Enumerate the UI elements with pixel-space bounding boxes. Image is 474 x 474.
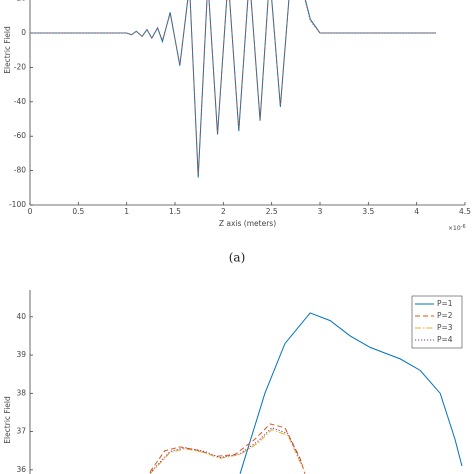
series-line [30, 0, 436, 175]
y-tick-label: 36 [16, 465, 26, 474]
x-tick-label: 0 [28, 207, 33, 216]
x-tick-label: 0.5 [72, 207, 84, 216]
y-tick-label: 38 [16, 388, 26, 397]
x-tick-label: 4.5 [459, 207, 471, 216]
y-tick-label: -60 [14, 131, 26, 140]
series-line [239, 312, 463, 474]
y-tick-label: 0 [21, 28, 26, 37]
y-axis-label: Electric Field [3, 396, 12, 444]
y-tick-label: 37 [16, 427, 26, 436]
y-tick-label: 40 [16, 312, 26, 321]
legend: P=1 P=2 P=3 P=4 [411, 295, 463, 349]
y-tick-label: -20 [14, 62, 26, 71]
x-tick-label: 3 [318, 207, 323, 216]
legend-label: P=1 [437, 299, 453, 308]
x-axis-label: Z axis (meters) [219, 219, 276, 228]
y-axis-label: Electric Field [3, 26, 12, 74]
legend-label: P=4 [437, 335, 453, 344]
y-tick-label: -40 [14, 97, 26, 106]
plot: 36 37 38 39 40 Electric Field P=1 P=2 P=3 P=4 [3, 290, 463, 474]
legend-label: P=3 [437, 323, 453, 332]
plot: -100 -80 -60 -40 -20 0 20 0 0.5 1 1.5 2 2.5 3 3.5 4 4.5 Z… [3, 0, 471, 228]
series-line [30, 0, 436, 178]
caption: (a) [229, 251, 246, 265]
y-tick-label: -80 [14, 166, 26, 175]
exponent-power: -6 [461, 224, 466, 230]
y-tick-label: -100 [9, 200, 26, 209]
exponent-base: ×10 [448, 225, 461, 232]
legend-label: P=2 [437, 311, 453, 320]
x-exponent: ×10-6 [448, 224, 466, 232]
series-line [149, 429, 303, 474]
x-tick-label: 1.5 [169, 207, 181, 216]
legend-box [411, 295, 463, 349]
x-tick-label: 2.5 [266, 207, 278, 216]
y-tick-label: 39 [16, 350, 26, 359]
x-tick-label: 3.5 [362, 207, 374, 216]
series-line [149, 427, 303, 474]
x-tick-label: 1 [124, 207, 129, 216]
x-tick-label: 4 [414, 207, 419, 216]
y-tick-label: 20 [16, 0, 26, 3]
x-tick-label: 2 [221, 207, 226, 216]
